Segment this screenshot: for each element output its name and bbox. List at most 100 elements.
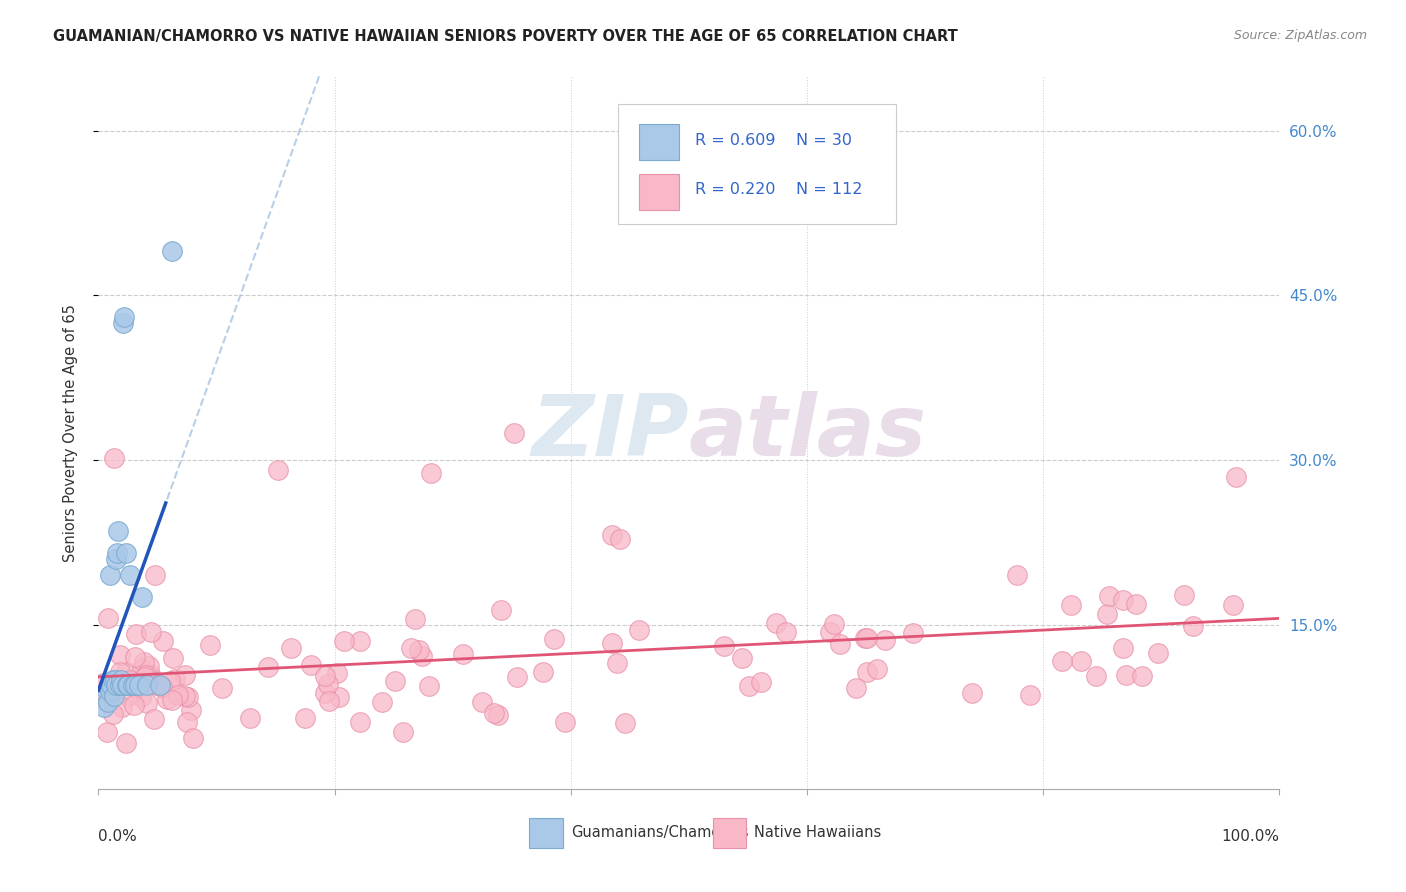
Point [135,678,157,692]
Point [135,667,157,681]
Point [98,568,121,582]
Point [1146,646,1168,660]
Point [820,624,842,639]
Bar [640,124,679,160]
Point [173,667,195,681]
Point [108,678,131,692]
Point [121,678,143,692]
Point [145,678,167,692]
Point [138,659,160,673]
Point [349,633,371,648]
Point [489,602,512,616]
Point [183,731,205,746]
Point [399,641,422,656]
Point [198,638,221,652]
Point [314,669,336,683]
Y-axis label: Seniors Poverty Over the Age of 65: Seniors Poverty Over the Age of 65 [63,303,77,562]
Point [91,675,114,690]
Bar [640,174,679,210]
Text: R = 0.609    N = 30: R = 0.609 N = 30 [695,133,852,147]
Point [134,670,156,684]
Point [856,665,879,679]
Point [554,714,576,729]
Point [117,689,139,703]
Point [131,662,153,676]
Point [176,714,198,729]
Point [484,706,506,720]
Point [749,674,772,689]
Point [96,725,118,739]
Text: 0.0%: 0.0% [98,829,138,844]
Point [1070,654,1092,668]
Point [180,703,202,717]
Point [420,467,443,481]
Point [103,450,125,465]
FancyBboxPatch shape [619,104,896,224]
Point [453,647,475,661]
Point [156,692,179,706]
Point [418,680,440,694]
Point [111,678,134,692]
Point [115,736,138,750]
Point [1173,588,1195,602]
Point [845,681,868,696]
Point [486,707,509,722]
Point [503,425,526,440]
Point [901,625,924,640]
Text: 100.0%: 100.0% [1222,829,1279,844]
Point [124,698,146,713]
Point [738,679,761,693]
Point [1130,669,1153,683]
Point [600,527,623,541]
Point [93,700,115,714]
Point [112,310,135,325]
Point [627,623,650,637]
Point [160,693,183,707]
Point [1112,640,1135,655]
Point [855,631,877,645]
Point [823,617,845,632]
Point [135,696,157,710]
Point [143,568,166,582]
Point [131,591,153,605]
Point [105,678,128,692]
Point [1225,469,1247,483]
Point [1095,607,1118,621]
Point [765,615,787,630]
Point [1112,593,1135,607]
Point [107,524,129,539]
Point [149,678,172,692]
Point [543,632,565,646]
Point [408,642,430,657]
Point [125,626,148,640]
Point [173,689,195,703]
Point [117,678,139,692]
Point [328,690,350,705]
Point [299,658,322,673]
Point [267,463,290,477]
Point [101,706,124,721]
Point [830,637,852,651]
Point [332,634,354,648]
Point [110,673,132,687]
Text: Native Hawaiians: Native Hawaiians [754,825,882,840]
Point [129,690,152,704]
Text: R = 0.220    N = 112: R = 0.220 N = 112 [695,183,862,197]
Point [112,316,135,330]
Point [98,678,121,692]
Point [531,665,554,680]
Point [115,678,138,692]
Point [124,678,146,692]
Point [114,665,136,679]
Point [602,636,624,650]
Point [105,546,128,560]
Point [97,611,120,625]
Point [1060,598,1083,612]
Point [96,683,118,698]
Point [314,685,336,699]
Point [1125,597,1147,611]
Point [318,694,340,708]
Point [159,673,181,688]
Point [163,673,186,687]
Point [98,683,121,698]
